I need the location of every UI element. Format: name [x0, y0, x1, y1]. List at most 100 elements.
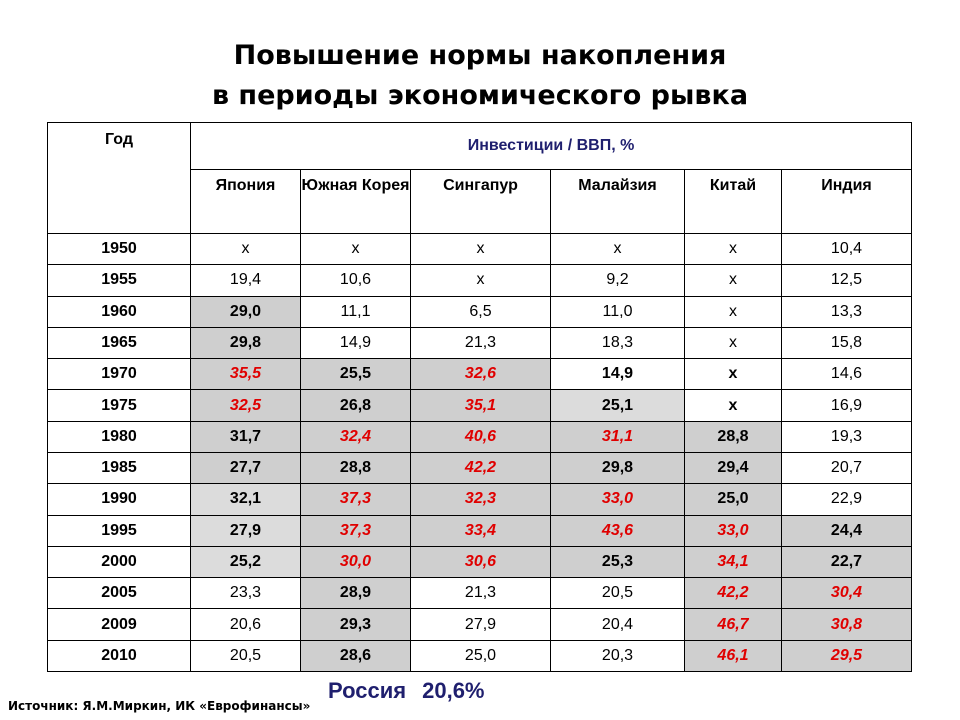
value-cell: 11,0 — [550, 295, 685, 328]
value-cell: 29,8 — [190, 326, 301, 360]
value-cell: 42,2 — [684, 577, 782, 610]
value-cell: 46,1 — [684, 639, 782, 673]
table-row: 1975 32,5 26,8 35,1 25,1 x 16,9 — [47, 389, 912, 422]
value-cell: 16,9 — [781, 389, 912, 422]
year-cell: 1965 — [47, 326, 191, 360]
table-row: 2010 20,5 28,6 25,0 20,3 46,1 29,5 — [47, 639, 912, 673]
value-cell: 28,8 — [300, 451, 411, 485]
value-cell: 33,0 — [684, 514, 782, 547]
value-cell: 20,7 — [781, 451, 912, 485]
year-cell: 1970 — [47, 358, 191, 391]
year-cell: 1990 — [47, 483, 191, 516]
value-cell: 20,6 — [190, 608, 301, 641]
value-cell: 9,2 — [550, 264, 685, 297]
value-cell: 31,1 — [550, 420, 685, 453]
value-cell: 32,3 — [410, 483, 551, 516]
value-cell: 42,2 — [410, 451, 551, 485]
country-header-india: Индия — [781, 169, 912, 234]
value-cell: 32,6 — [410, 358, 551, 391]
value-cell: x — [684, 326, 782, 360]
table-row: 1950 x x x x x 10,4 — [47, 232, 912, 266]
value-cell: 19,4 — [190, 264, 301, 297]
year-cell: 1955 — [47, 264, 191, 297]
value-cell: 30,4 — [781, 577, 912, 610]
value-cell: 25,2 — [190, 545, 301, 579]
value-cell: 28,6 — [300, 639, 411, 673]
value-cell: 25,1 — [550, 389, 685, 422]
value-cell: x — [684, 358, 782, 391]
year-cell: 2000 — [47, 545, 191, 579]
value-cell: 29,3 — [300, 608, 411, 641]
value-cell: 32,1 — [190, 483, 301, 516]
value-cell: 21,3 — [410, 577, 551, 610]
investment-table: Год Инвестиции / ВВП, % Япония Южная Кор… — [47, 121, 912, 673]
table-row: 1990 32,1 37,3 32,3 33,0 25,0 22,9 — [47, 483, 912, 516]
value-cell: 25,0 — [684, 483, 782, 516]
country-header-china: Китай — [684, 169, 782, 234]
value-cell: x — [410, 232, 551, 266]
value-cell: 35,1 — [410, 389, 551, 422]
value-cell: 34,1 — [684, 545, 782, 579]
value-cell: x — [550, 232, 685, 266]
year-cell: 2005 — [47, 577, 191, 610]
value-cell: x — [684, 389, 782, 422]
value-cell: 29,8 — [550, 451, 685, 485]
year-cell: 1960 — [47, 295, 191, 328]
year-cell: 2010 — [47, 639, 191, 673]
value-cell: x — [190, 232, 301, 266]
table-row: 1970 35,5 25,5 32,6 14,9 x 14,6 — [47, 358, 912, 391]
country-header-south-korea: Южная Корея — [300, 169, 411, 234]
value-cell: 20,3 — [550, 639, 685, 673]
value-cell: x — [410, 264, 551, 297]
value-cell: 6,5 — [410, 295, 551, 328]
value-cell: 21,3 — [410, 326, 551, 360]
title-line-1: Повышение нормы накопления — [233, 40, 727, 71]
value-cell: 43,6 — [550, 514, 685, 547]
value-cell: 30,8 — [781, 608, 912, 641]
value-cell: 25,0 — [410, 639, 551, 673]
investment-gdp-header: Инвестиции / ВВП, % — [190, 121, 912, 171]
value-cell: 32,4 — [300, 420, 411, 453]
country-header-singapore: Сингапур — [410, 169, 551, 234]
value-cell: 27,9 — [190, 514, 301, 547]
value-cell: 20,5 — [550, 577, 685, 610]
russia-label: Россия — [328, 678, 407, 703]
value-cell: 22,7 — [781, 545, 912, 579]
year-cell: 1980 — [47, 420, 191, 453]
value-cell: 28,9 — [300, 577, 411, 610]
table-row: 1955 19,4 10,6 x 9,2 x 12,5 — [47, 264, 912, 297]
value-cell: x — [684, 232, 782, 266]
table-row: 1995 27,9 37,3 33,4 43,6 33,0 24,4 — [47, 514, 912, 547]
value-cell: 25,3 — [550, 545, 685, 579]
value-cell: x — [684, 264, 782, 297]
year-cell: 1985 — [47, 451, 191, 485]
page-title: Повышение нормы накопления в периоды эко… — [0, 36, 960, 116]
value-cell: 28,8 — [684, 420, 782, 453]
value-cell: 15,8 — [781, 326, 912, 360]
value-cell: 11,1 — [300, 295, 411, 328]
value-cell: 29,4 — [684, 451, 782, 485]
value-cell: 37,3 — [300, 483, 411, 516]
value-cell: 19,3 — [781, 420, 912, 453]
value-cell: 10,4 — [781, 232, 912, 266]
value-cell: 29,5 — [781, 639, 912, 673]
value-cell: 24,4 — [781, 514, 912, 547]
value-cell: 20,4 — [550, 608, 685, 641]
source-note: Источник: Я.М.Миркин, ИК «Еврофинансы» — [8, 699, 311, 713]
value-cell: 46,7 — [684, 608, 782, 641]
value-cell: 37,3 — [300, 514, 411, 547]
year-cell: 2009 — [47, 608, 191, 641]
year-column-header: Год — [47, 122, 191, 234]
value-cell: 29,0 — [190, 295, 301, 328]
value-cell: 33,4 — [410, 514, 551, 547]
value-cell: 27,7 — [190, 451, 301, 485]
year-cell: 1995 — [47, 514, 191, 547]
russia-note: Россия 20,6% — [328, 678, 485, 704]
value-cell: 14,6 — [781, 358, 912, 391]
year-cell: 1950 — [47, 232, 191, 266]
value-cell: 30,6 — [410, 545, 551, 579]
year-cell: 1975 — [47, 389, 191, 422]
table-row: 2000 25,2 30,0 30,6 25,3 34,1 22,7 — [47, 545, 912, 579]
value-cell: x — [300, 232, 411, 266]
value-cell: 25,5 — [300, 358, 411, 391]
